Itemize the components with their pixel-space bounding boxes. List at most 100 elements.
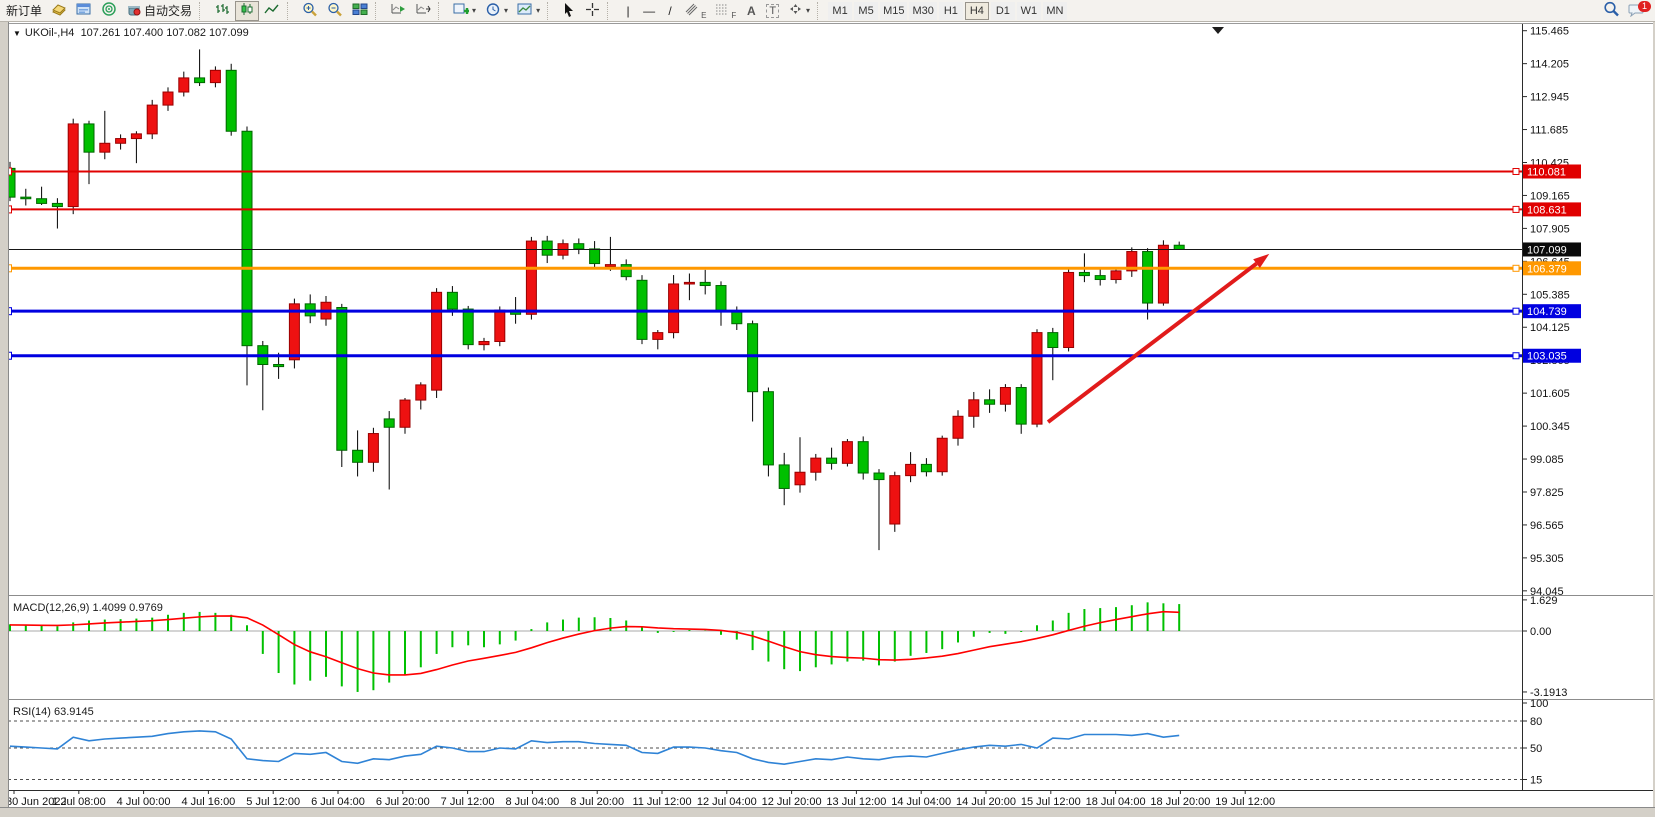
horizontal-line-tool-button[interactable]: — — [639, 1, 659, 21]
time-label: 7 Jul 12:00 — [441, 796, 495, 808]
tf-button-M15[interactable]: M15 — [880, 1, 908, 20]
candle-body — [920, 463, 932, 473]
trendline-tool-button[interactable]: / — [660, 1, 680, 21]
candle-body — [968, 399, 980, 417]
candle-body — [273, 364, 285, 368]
tf-button-H4[interactable]: H4 — [964, 1, 989, 20]
candle-body — [589, 248, 601, 265]
candle-body — [525, 240, 537, 315]
candle-body — [36, 198, 48, 204]
rsi-line — [9, 730, 1180, 766]
axis-label: 105.385 — [1530, 289, 1570, 301]
candle-body — [494, 309, 506, 342]
crosshair-tool-button[interactable] — [581, 1, 604, 21]
text-tool-button[interactable]: A — [741, 1, 761, 21]
axis-label: 50 — [1530, 743, 1542, 755]
candle-chart-mode-button[interactable] — [235, 0, 260, 21]
window-icon — [76, 2, 92, 19]
axis-label: 0.00 — [1530, 626, 1551, 638]
market-watch-button[interactable] — [47, 1, 71, 21]
price-line-chip — [1523, 164, 1581, 179]
candle-body — [209, 69, 221, 84]
chart-title[interactable]: ▼ UKOil-,H4 107.261 107.400 107.082 107.0… — [13, 27, 249, 39]
tf-button-W1[interactable]: W1 — [1016, 1, 1041, 20]
candle-body — [715, 285, 727, 313]
templates-button[interactable]: ▾ — [513, 1, 544, 21]
toolbar: 新订单 自动交易 — [0, 0, 1655, 22]
vertical-line-tool-button[interactable]: | — [618, 1, 638, 21]
price-line-chip-label: 103.035 — [1527, 351, 1567, 363]
candle-body — [51, 202, 63, 208]
fibonacci-icon — [715, 3, 729, 19]
auto-scroll-icon — [390, 2, 406, 19]
new-order-button[interactable]: 新订单 — [2, 1, 46, 21]
time-label: 30 Jun 2022 — [6, 796, 67, 808]
axis-label: 100.345 — [1530, 421, 1570, 433]
time-label: 8 Jul 04:00 — [505, 796, 559, 808]
trend-arrow-line[interactable] — [1046, 261, 1258, 424]
price-line-chip-label: 108.631 — [1527, 204, 1567, 216]
candle-body — [905, 463, 917, 477]
trend-arrow-head[interactable] — [1253, 253, 1270, 268]
axis-label: 114.205 — [1530, 59, 1569, 71]
candle-body — [1142, 251, 1154, 304]
new-chart-button[interactable]: ▾ — [449, 1, 480, 21]
candle-body — [478, 340, 490, 346]
notifications-button[interactable]: 1 — [1624, 0, 1651, 21]
axis-label: 109.165 — [1530, 190, 1570, 202]
template-icon — [517, 2, 533, 19]
navigator-button[interactable] — [97, 1, 121, 21]
time-label: 1 Jul 08:00 — [52, 796, 106, 808]
chart-shift-button[interactable] — [411, 1, 435, 21]
chevron-down-icon: ▾ — [536, 6, 541, 15]
chart-canvas[interactable]: 115.465114.205112.945111.685110.425109.1… — [0, 22, 1655, 817]
tf-button-M1[interactable]: M1 — [828, 1, 853, 20]
bar-chart-mode-button[interactable] — [210, 1, 234, 21]
tf-button-M30[interactable]: M30 — [909, 1, 937, 20]
arrows-tool-button[interactable]: ▾ — [784, 1, 814, 21]
tile-windows-button[interactable] — [348, 1, 372, 21]
symbol-dropdown-icon[interactable]: ▼ — [13, 29, 21, 38]
chart-shift-icon — [415, 2, 431, 19]
auto-scroll-button[interactable] — [386, 1, 410, 21]
zoom-out-button[interactable] — [323, 1, 347, 21]
toolbar-separator — [287, 1, 295, 20]
candle-body — [336, 306, 348, 451]
candle-body — [67, 123, 79, 208]
autotrading-button[interactable]: 自动交易 — [122, 1, 196, 21]
tf-button-MN[interactable]: MN — [1042, 1, 1067, 20]
axis-label: 97.825 — [1530, 487, 1564, 499]
candle-body — [794, 471, 806, 486]
candle-body — [225, 69, 237, 132]
chevron-down-icon: ▾ — [472, 6, 477, 15]
time-label: 18 Jul 20:00 — [1150, 796, 1210, 808]
ohlc-label: 107.261 107.400 107.082 107.099 — [80, 27, 249, 39]
zoom-in-button[interactable] — [298, 1, 322, 21]
chart-shift-marker-icon[interactable] — [1212, 27, 1224, 34]
search-button[interactable] — [1599, 1, 1624, 21]
candle-body — [652, 332, 664, 340]
autotrading-label: 自动交易 — [144, 4, 193, 18]
data-window-button[interactable] — [72, 1, 96, 21]
text-tool-icon: A — [746, 3, 756, 18]
candle-body — [99, 142, 111, 153]
time-label: 4 Jul 16:00 — [181, 796, 235, 808]
axis-label: 15 — [1530, 775, 1542, 787]
fibonacci-tool-button[interactable]: F — [711, 1, 740, 21]
periods-button[interactable]: ▾ — [481, 1, 512, 21]
line-anchor-square — [1512, 205, 1520, 213]
candle-body — [146, 104, 158, 135]
line-chart-mode-button[interactable] — [260, 1, 284, 21]
channel-tool-button[interactable]: E — [681, 1, 710, 21]
cursor-tool-button[interactable] — [558, 1, 580, 21]
tf-button-H1[interactable]: H1 — [938, 1, 963, 20]
line-anchor-square — [1512, 352, 1520, 360]
notification-badge: 1 — [1638, 0, 1651, 12]
tf-button-M5[interactable]: M5 — [854, 1, 879, 20]
price-line-chip — [1523, 304, 1581, 319]
tf-button-D1[interactable]: D1 — [990, 1, 1015, 20]
label-tool-button[interactable]: T — [762, 1, 783, 21]
axis-label: 101.605 — [1530, 388, 1570, 400]
chart-background — [8, 23, 1653, 799]
